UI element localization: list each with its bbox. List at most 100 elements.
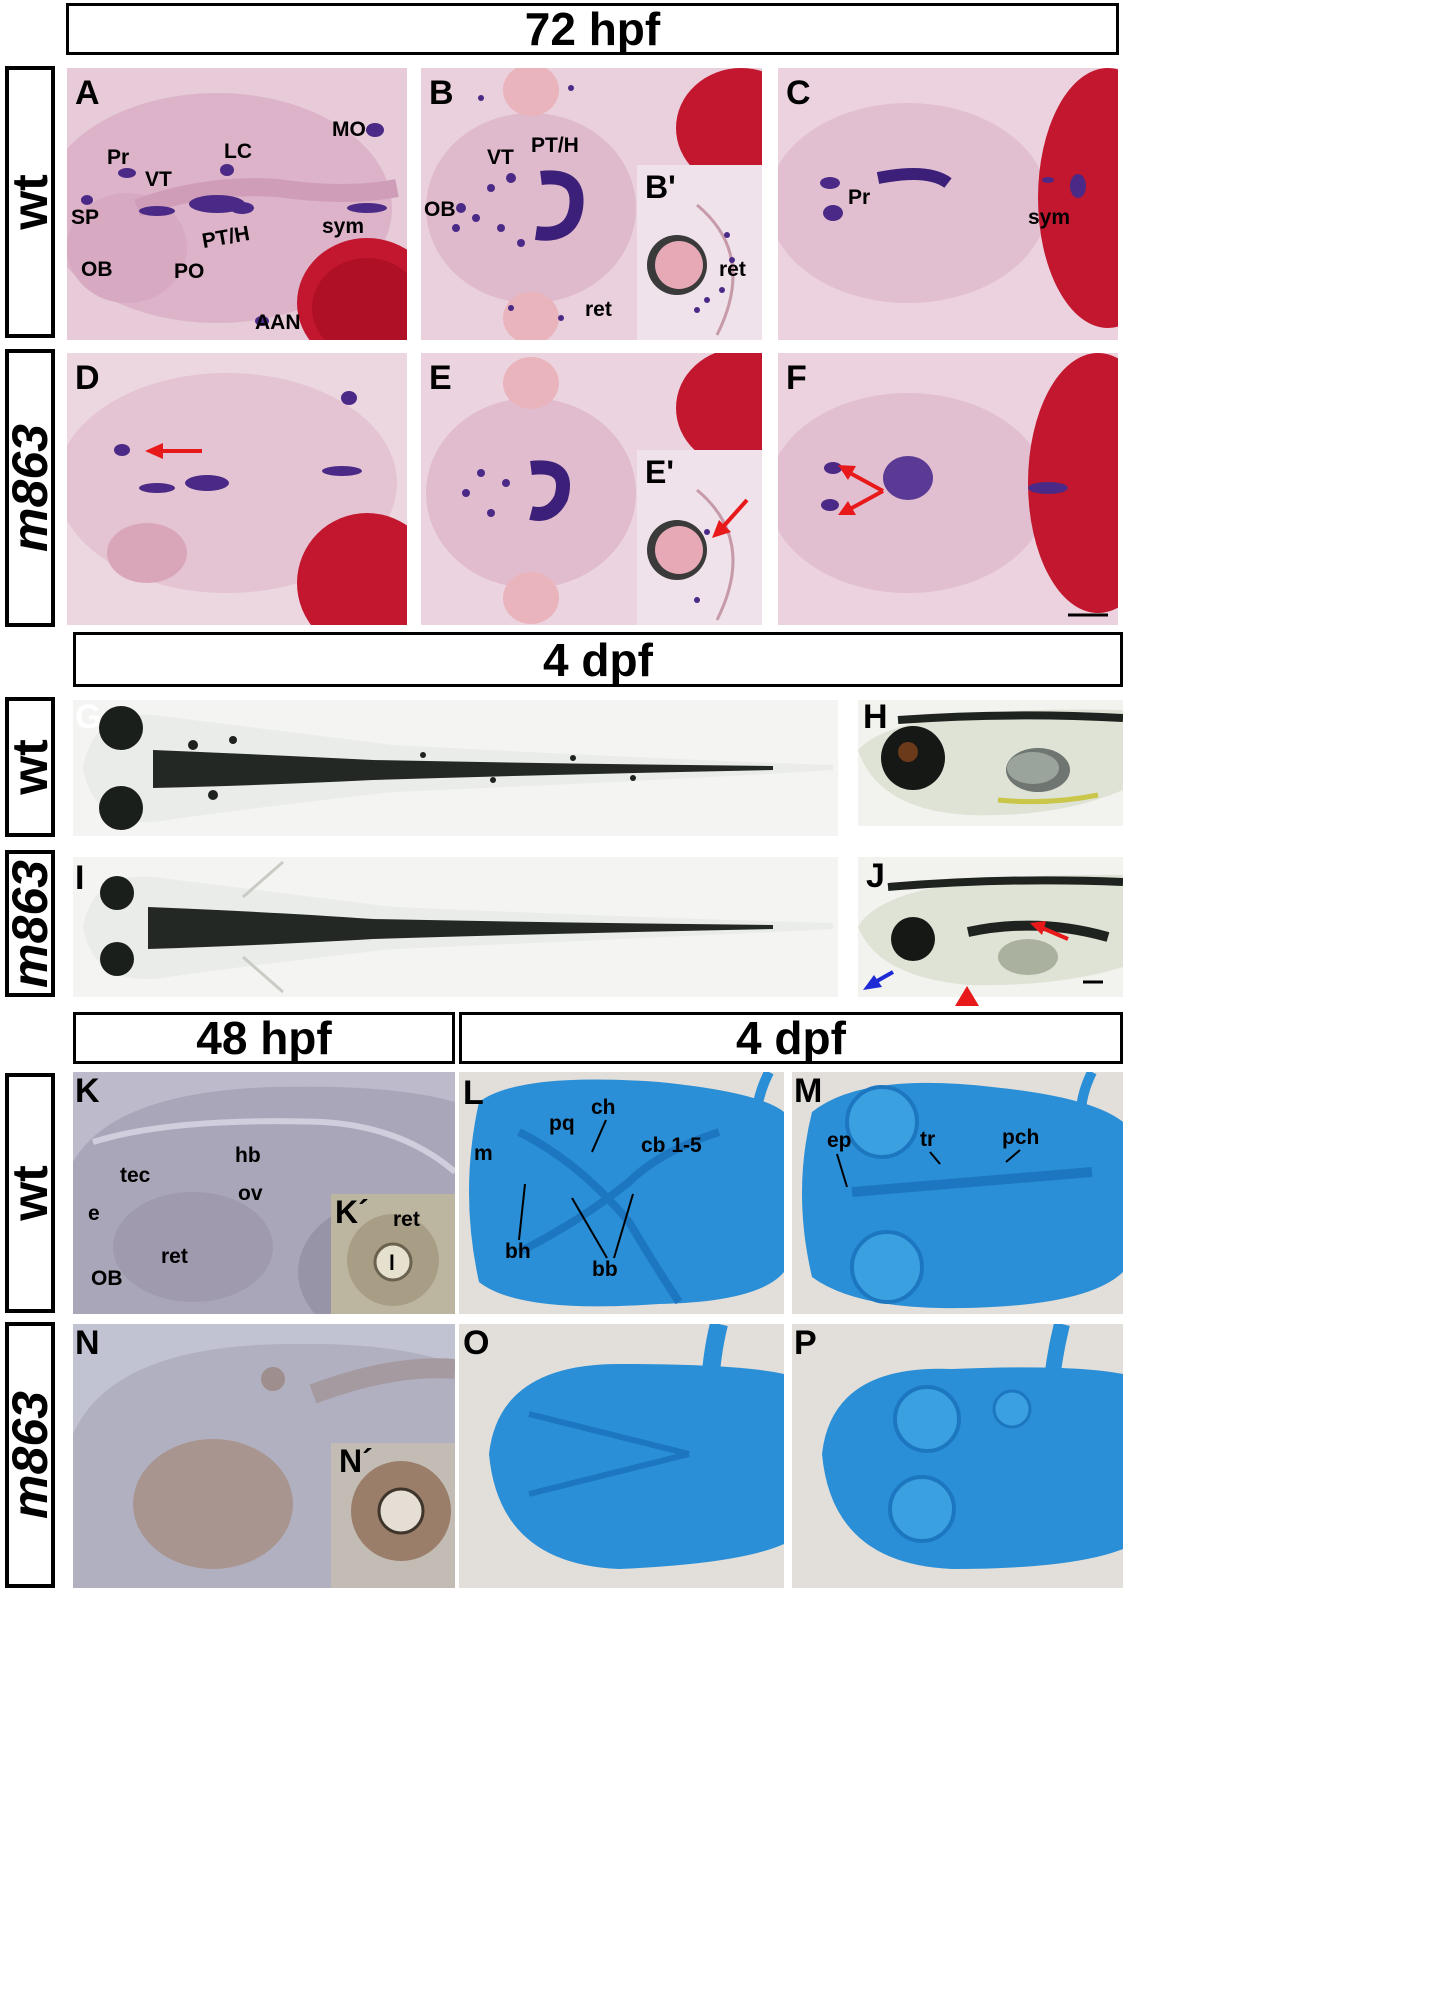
inset-n-prime: N´: [331, 1443, 455, 1588]
row-label-text: m863: [5, 424, 55, 552]
label-vt: VT: [145, 168, 172, 191]
label-l-bh: bh: [505, 1240, 531, 1263]
panel-label-d: D: [75, 359, 100, 397]
inset-b-prime-image: [647, 203, 735, 336]
panel-l-leaders: [518, 1119, 634, 1259]
header-72hpf: 72 hpf: [66, 3, 1119, 55]
row-label-m863-2: m863: [5, 850, 55, 997]
panel-c-image: [778, 68, 1118, 328]
label-pr: Pr: [107, 146, 130, 169]
label-b-pth: PT/H: [531, 134, 579, 157]
label-k-tec: tec: [120, 1164, 151, 1187]
panel-o: O: [459, 1324, 784, 1588]
panel-a: A MO LC Pr VT SP PT/H sym OB PO AAN: [67, 68, 407, 340]
label-b-ret-inset: ret: [719, 258, 746, 281]
header-48hpf: 48 hpf: [73, 1012, 455, 1064]
panel-label-n: N: [75, 1324, 100, 1362]
row-label-m863-3: m863: [5, 1322, 55, 1588]
panel-h-image: [858, 709, 1123, 816]
label-sym: sym: [322, 215, 365, 238]
header-72hpf-text: 72 hpf: [524, 3, 661, 55]
panel-label-h: H: [863, 700, 888, 736]
panel-l: L ch pq cb 1-5 m bh bb: [459, 1072, 784, 1314]
label-l-ch: ch: [591, 1096, 616, 1119]
label-b-vt: VT: [487, 146, 514, 169]
arrowhead-red: [955, 986, 979, 1006]
scale-bar: [1068, 613, 1069, 614]
row-label-text: m863: [5, 859, 55, 988]
inset-n-prime-image: [351, 1461, 451, 1561]
panel-p-image: [822, 1324, 1123, 1569]
label-k-hb: hb: [235, 1144, 261, 1167]
panel-b: B VT PT/H OB ret B' ret: [421, 68, 762, 340]
panel-m-leaders: [836, 1149, 1021, 1188]
panel-m: M ep tr pch: [792, 1072, 1123, 1314]
label-k-ob: OB: [91, 1267, 123, 1290]
header-4dpf-top-text: 4 dpf: [543, 633, 653, 686]
panel-label-o: O: [463, 1324, 490, 1362]
inset-label-k-prime: K´: [335, 1194, 369, 1230]
inset-label-b-prime: B': [645, 169, 676, 205]
panel-label-j: J: [866, 857, 885, 895]
label-sp: SP: [71, 206, 100, 229]
label-mo: MO: [332, 118, 366, 141]
label-l-pq: pq: [549, 1112, 575, 1135]
label-m-tr: tr: [920, 1128, 936, 1151]
label-ob: OB: [81, 258, 113, 281]
inset-k-prime-image: [347, 1214, 439, 1306]
header-48hpf-text: 48 hpf: [196, 1012, 332, 1064]
header-4dpf-bottom-text: 4 dpf: [736, 1012, 846, 1064]
label-aan: AAN: [255, 311, 301, 334]
label-l-cb: cb 1-5: [641, 1134, 702, 1157]
panel-label-k: K: [75, 1072, 100, 1110]
label-b-ob: OB: [424, 198, 456, 221]
header-4dpf-top: 4 dpf: [73, 632, 1123, 687]
panel-a-image: [67, 93, 407, 340]
panel-label-a: A: [75, 74, 100, 112]
inset-e-prime: E': [637, 450, 762, 625]
panel-e-image: [426, 353, 762, 624]
panel-label-f: F: [786, 359, 807, 397]
label-po: PO: [174, 260, 205, 283]
panel-label-l: L: [463, 1074, 484, 1112]
row-label-wt-3: wt: [5, 1073, 55, 1313]
panel-g-image: [83, 706, 833, 830]
panel-label-m: M: [794, 1072, 823, 1110]
panel-label-p: P: [794, 1324, 817, 1362]
panel-o-image: [489, 1324, 784, 1569]
panel-label-e: E: [429, 359, 452, 397]
panel-label-g: G: [75, 700, 102, 736]
label-c-pr: Pr: [848, 186, 871, 209]
inset-k-prime: K´ ret l: [331, 1194, 455, 1314]
inset-e-prime-image: [647, 488, 749, 621]
label-m-ep: ep: [827, 1129, 852, 1152]
panel-label-b: B: [429, 74, 454, 112]
panel-d-image: [67, 373, 407, 625]
label-lc: LC: [224, 140, 252, 163]
row-label-m863-1: m863: [5, 349, 55, 627]
inset-b-prime: B' ret: [637, 165, 762, 340]
panel-d: D: [67, 353, 407, 625]
panel-label-c: C: [786, 74, 811, 112]
panel-k: K hb tec ov e ret OB K´ ret l: [73, 1072, 455, 1314]
panel-p: P: [792, 1324, 1123, 1588]
panel-i: I: [73, 857, 838, 997]
label-l-bb: bb: [592, 1258, 618, 1281]
panel-f-image: [778, 353, 1118, 617]
row-label-text: wt: [5, 739, 55, 795]
label-l-m: m: [474, 1142, 493, 1165]
label-k-ret: ret: [161, 1245, 188, 1268]
label-k-e: e: [88, 1202, 100, 1225]
row-label-text: wt: [5, 1165, 55, 1221]
panel-e: E E': [421, 353, 762, 625]
label-k-lens: l: [389, 1252, 395, 1275]
panel-j-image: [858, 874, 1123, 990]
panel-f: F: [778, 353, 1118, 625]
panel-m-image: [802, 1072, 1123, 1309]
label-c-sym: sym: [1028, 206, 1071, 229]
header-4dpf-bottom: 4 dpf: [459, 1012, 1123, 1064]
row-label-wt-2: wt: [5, 697, 55, 837]
panel-j: J: [858, 857, 1123, 997]
row-label-wt-1: wt: [5, 66, 55, 338]
panel-n: N N´: [73, 1324, 455, 1588]
